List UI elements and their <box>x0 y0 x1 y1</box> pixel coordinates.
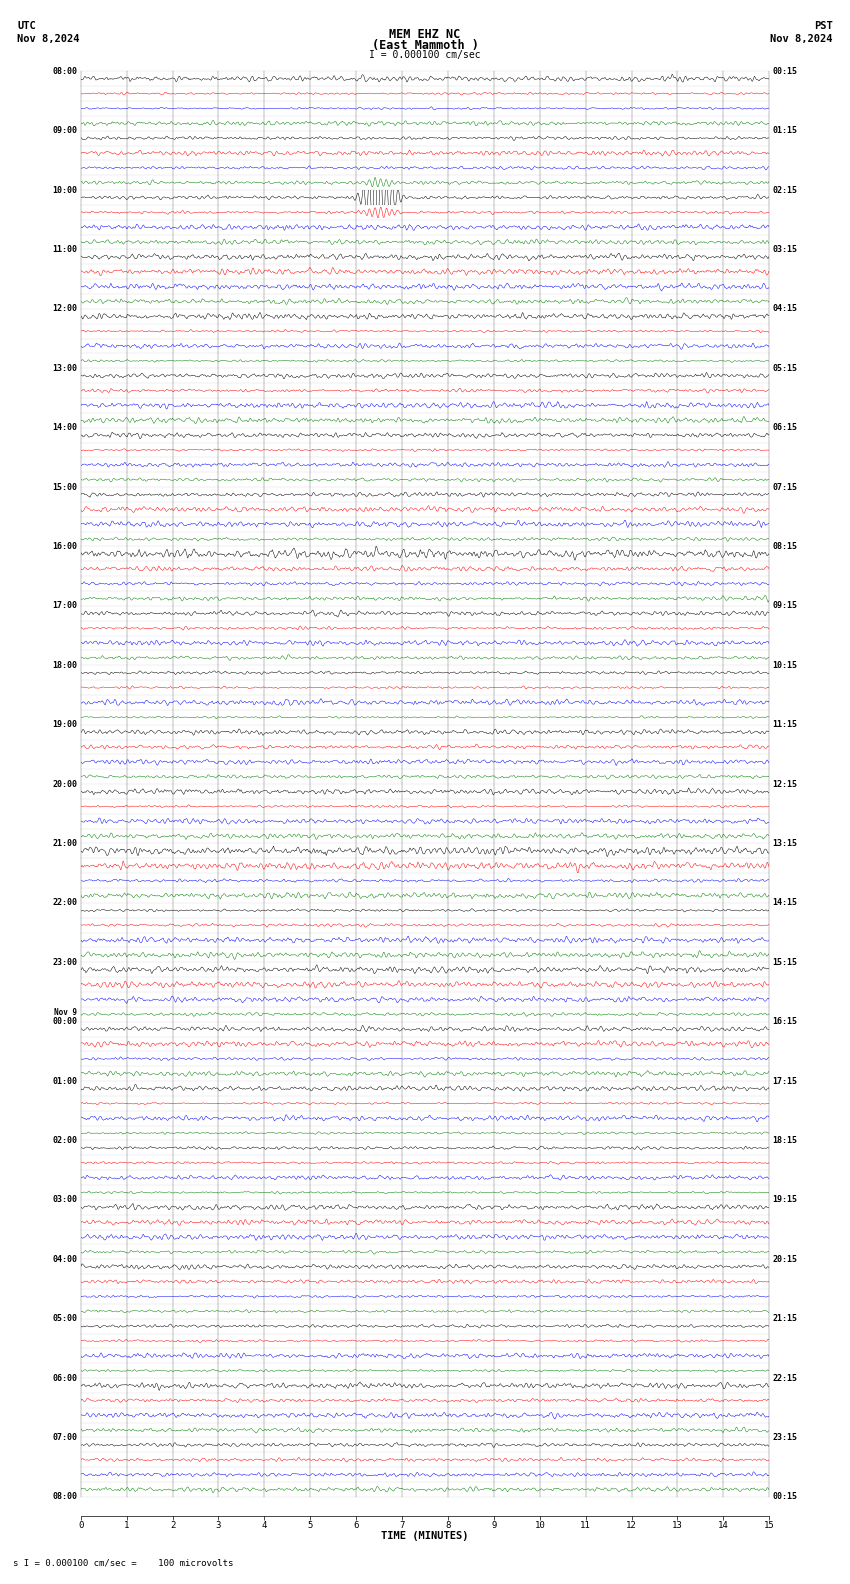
Text: 02:15: 02:15 <box>773 185 797 195</box>
Text: 11:15: 11:15 <box>773 721 797 729</box>
Text: 14:15: 14:15 <box>773 898 797 908</box>
Text: Nov 9: Nov 9 <box>54 1009 77 1017</box>
Text: 20:00: 20:00 <box>53 779 77 789</box>
Text: 04:15: 04:15 <box>773 304 797 314</box>
Text: PST: PST <box>814 21 833 32</box>
Text: 18:00: 18:00 <box>53 661 77 670</box>
Text: 14:00: 14:00 <box>53 423 77 432</box>
Text: 19:15: 19:15 <box>773 1196 797 1204</box>
Text: 21:00: 21:00 <box>53 840 77 847</box>
Text: 09:00: 09:00 <box>53 127 77 135</box>
Text: 04:00: 04:00 <box>53 1255 77 1264</box>
Text: 10:00: 10:00 <box>53 185 77 195</box>
Text: 20:15: 20:15 <box>773 1255 797 1264</box>
Text: 15:00: 15:00 <box>53 483 77 491</box>
Text: 00:00: 00:00 <box>53 1017 77 1026</box>
Text: 08:00: 08:00 <box>53 67 77 76</box>
Text: 10:15: 10:15 <box>773 661 797 670</box>
Text: 01:15: 01:15 <box>773 127 797 135</box>
Text: 22:00: 22:00 <box>53 898 77 908</box>
Text: MEM EHZ NC: MEM EHZ NC <box>389 27 461 41</box>
Text: I = 0.000100 cm/sec: I = 0.000100 cm/sec <box>369 49 481 60</box>
Text: 05:00: 05:00 <box>53 1315 77 1323</box>
Text: s I = 0.000100 cm/sec =    100 microvolts: s I = 0.000100 cm/sec = 100 microvolts <box>13 1559 233 1568</box>
Text: 00:15: 00:15 <box>773 1492 797 1502</box>
Text: TIME (MINUTES): TIME (MINUTES) <box>382 1532 468 1541</box>
Text: 03:15: 03:15 <box>773 246 797 253</box>
Text: 00:15: 00:15 <box>773 67 797 76</box>
Text: 17:15: 17:15 <box>773 1077 797 1085</box>
Text: UTC: UTC <box>17 21 36 32</box>
Text: 19:00: 19:00 <box>53 721 77 729</box>
Text: 13:15: 13:15 <box>773 840 797 847</box>
Text: 12:15: 12:15 <box>773 779 797 789</box>
Text: Nov 8,2024: Nov 8,2024 <box>17 33 80 44</box>
Text: 02:00: 02:00 <box>53 1136 77 1145</box>
Text: 22:15: 22:15 <box>773 1373 797 1383</box>
Text: 01:00: 01:00 <box>53 1077 77 1085</box>
Text: 11:00: 11:00 <box>53 246 77 253</box>
Text: 12:00: 12:00 <box>53 304 77 314</box>
Text: 13:00: 13:00 <box>53 364 77 372</box>
Text: 16:15: 16:15 <box>773 1017 797 1026</box>
Text: 03:00: 03:00 <box>53 1196 77 1204</box>
Text: 08:15: 08:15 <box>773 542 797 551</box>
Text: 06:00: 06:00 <box>53 1373 77 1383</box>
Text: (East Mammoth ): (East Mammoth ) <box>371 38 479 52</box>
Text: 18:15: 18:15 <box>773 1136 797 1145</box>
Text: 16:00: 16:00 <box>53 542 77 551</box>
Text: 21:15: 21:15 <box>773 1315 797 1323</box>
Text: 23:15: 23:15 <box>773 1434 797 1441</box>
Text: 08:00: 08:00 <box>53 1492 77 1502</box>
Text: 07:00: 07:00 <box>53 1434 77 1441</box>
Text: 23:00: 23:00 <box>53 958 77 966</box>
Text: 05:15: 05:15 <box>773 364 797 372</box>
Text: 09:15: 09:15 <box>773 602 797 610</box>
Text: 15:15: 15:15 <box>773 958 797 966</box>
Text: 17:00: 17:00 <box>53 602 77 610</box>
Text: Nov 8,2024: Nov 8,2024 <box>770 33 833 44</box>
Text: 06:15: 06:15 <box>773 423 797 432</box>
Text: 07:15: 07:15 <box>773 483 797 491</box>
